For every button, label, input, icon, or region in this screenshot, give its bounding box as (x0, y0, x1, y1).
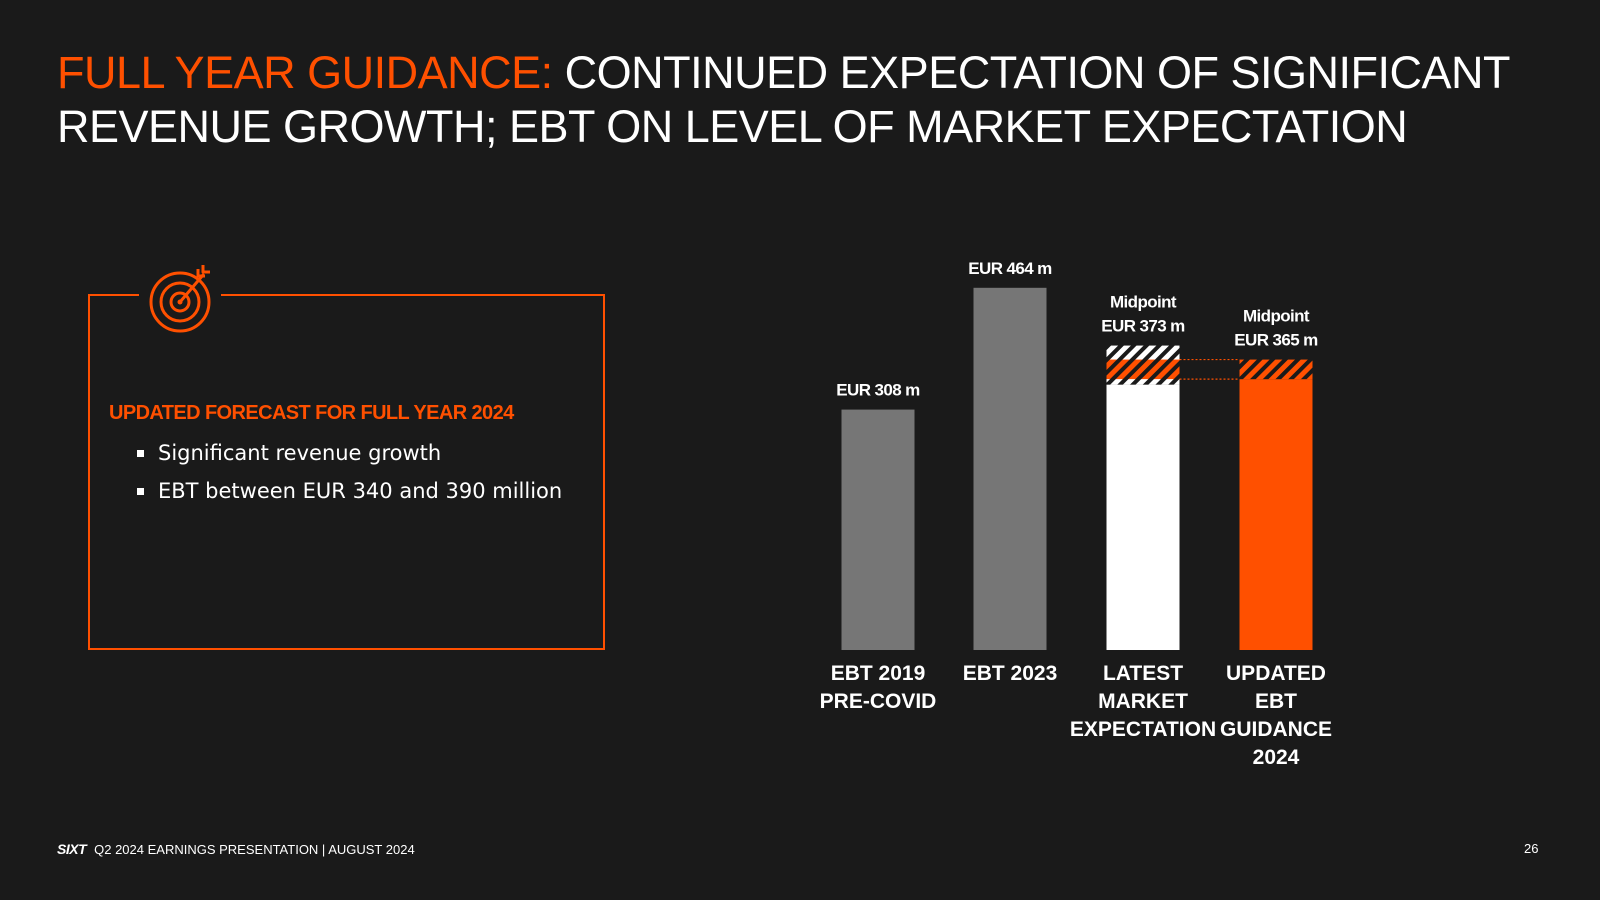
data-label: EUR 464 m (968, 259, 1052, 278)
bullet-item: EBT between EUR 340 and 390 million (134, 476, 562, 514)
bullet-square-icon (137, 488, 144, 495)
bullet-square-icon (137, 450, 144, 457)
bullet-text: Significant revenue growth (158, 441, 442, 465)
bar-solid (1106, 384, 1180, 650)
category-label: EBT 2023 (963, 662, 1058, 685)
sixt-logo: SIXT (57, 841, 87, 857)
category-label: PRE-COVID (820, 690, 937, 713)
target-arrow-icon (139, 262, 221, 338)
slide-title: FULL YEAR GUIDANCE: CONTINUED EXPECTATIO… (57, 46, 1537, 154)
category-label: EBT 2019 (831, 662, 926, 685)
page-number: 26 (1524, 841, 1539, 856)
data-label: Midpoint (1243, 307, 1310, 326)
category-label: EBT (1255, 690, 1297, 713)
bar-guidance-overlap-hatch (1106, 359, 1180, 380)
data-label: EUR 308 m (836, 381, 920, 400)
forecast-bullets: Significant revenue growth EBT between E… (134, 438, 562, 514)
bullet-item: Significant revenue growth (134, 438, 562, 476)
data-label: EUR 365 m (1234, 331, 1318, 350)
data-label: EUR 373 m (1101, 317, 1185, 336)
bar (841, 409, 915, 650)
forecast-box (88, 294, 605, 650)
category-label: LATEST (1103, 662, 1183, 685)
bar-solid (1239, 379, 1313, 650)
bullet-text: EBT between EUR 340 and 390 million (158, 479, 563, 503)
category-label: GUIDANCE (1220, 718, 1332, 741)
category-label: MARKET (1098, 690, 1188, 713)
category-label: EXPECTATION (1070, 718, 1216, 741)
category-label: 2024 (1253, 746, 1300, 769)
category-label: UPDATED (1226, 662, 1326, 685)
footer-text: Q2 2024 EARNINGS PRESENTATION | AUGUST 2… (94, 841, 415, 857)
title-accent: FULL YEAR GUIDANCE: (57, 47, 553, 98)
bar (973, 287, 1047, 650)
title-rest: CONTINUED EXPECTATION OF SIGNIFICANT REV… (57, 47, 1510, 152)
bar-range-hatch (1239, 359, 1313, 380)
data-label: Midpoint (1110, 293, 1177, 312)
forecast-heading: UPDATED FORECAST FOR FULL YEAR 2024 (109, 402, 514, 424)
footer: SIXT Q2 2024 EARNINGS PRESENTATION | AUG… (57, 841, 415, 857)
